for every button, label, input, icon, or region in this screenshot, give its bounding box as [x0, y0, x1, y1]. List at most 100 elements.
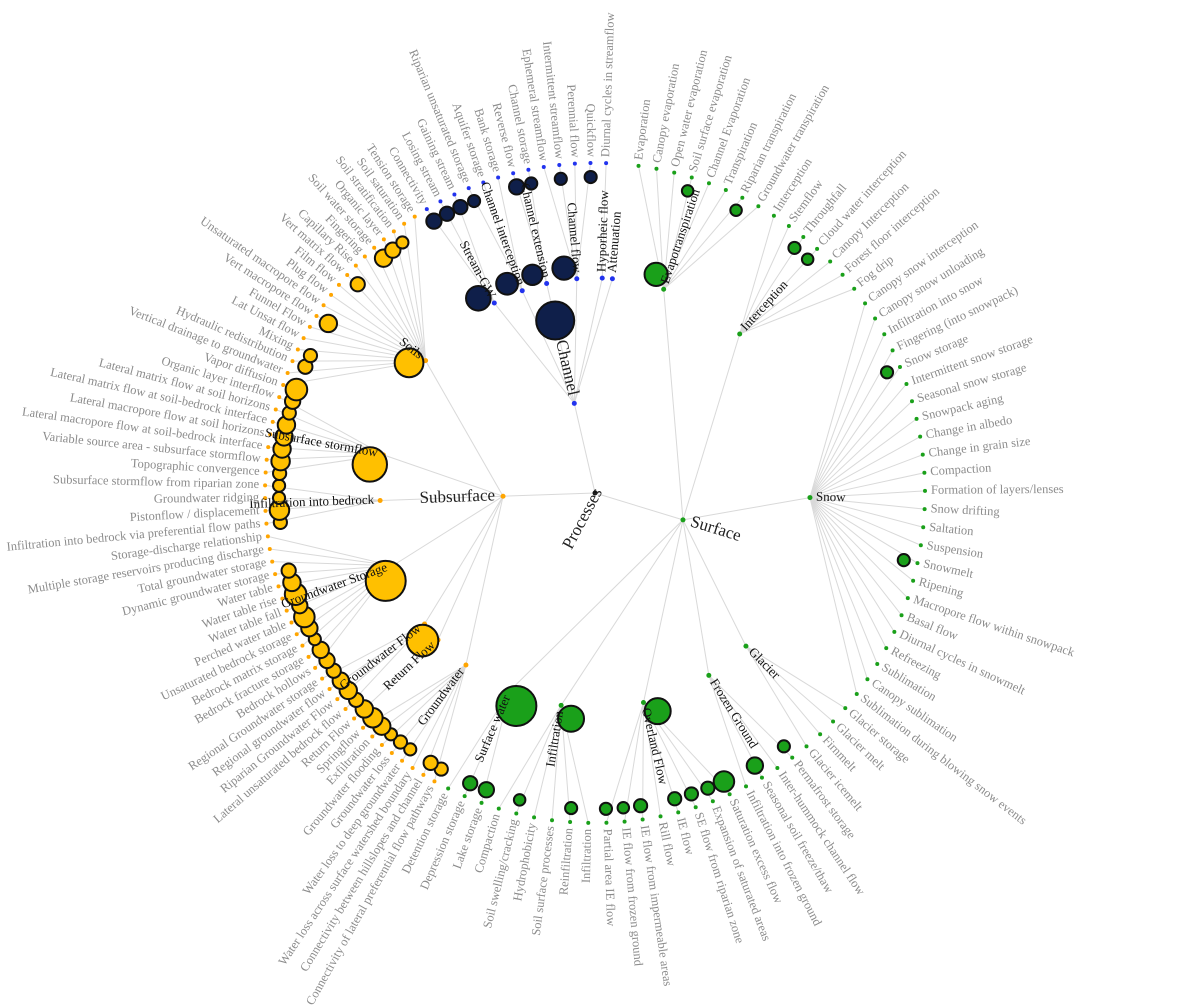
group-label-infiltration-into-bedrock: Infiltration into bedrock: [249, 492, 375, 511]
group-node-glacier: [743, 643, 749, 649]
leaf-node: [321, 303, 326, 308]
group-bubble-evapotranspiration: [643, 261, 669, 287]
leaf-node: [636, 163, 641, 168]
link: [465, 496, 504, 666]
leaf-label-saltation: Saltation: [929, 520, 975, 539]
leaf-bubble: [272, 478, 287, 493]
link: [809, 497, 902, 616]
link: [739, 261, 831, 335]
leaf-node: [266, 445, 271, 450]
leaf-node: [875, 661, 880, 666]
leaf-bubble: [879, 365, 895, 380]
leaf-node: [727, 792, 732, 797]
link: [521, 290, 575, 404]
link: [809, 497, 924, 528]
group-bubble-overland-flow: [643, 697, 672, 726]
leaf-bubble: [680, 184, 695, 198]
link: [573, 278, 603, 404]
group-label-hyporheic-flow: Hyporheic flow: [593, 189, 611, 272]
leaf-node: [336, 282, 341, 287]
leaf-node: [263, 508, 268, 513]
link: [809, 497, 878, 665]
leaf-node: [290, 359, 295, 364]
link: [412, 664, 467, 769]
link: [594, 492, 684, 521]
leaf-node: [897, 364, 902, 369]
leaf-label-partial-area-ie-flow: Partial area IE flow: [601, 829, 618, 927]
leaf-bubble: [302, 347, 319, 364]
leaf-label-subsurface-stormflow-from-riparian-zone: Subsurface stormflow from riparian zone: [53, 472, 260, 491]
link: [809, 490, 926, 499]
leaf-node: [654, 166, 659, 171]
link: [503, 492, 596, 497]
leaf-node: [818, 732, 823, 737]
leaf-node: [572, 161, 577, 166]
link: [739, 215, 775, 335]
leaf-node: [899, 613, 904, 618]
leaf-label-evaporation: Evaporation: [631, 98, 653, 161]
leaf-bubble: [700, 780, 716, 796]
leaf-node: [410, 766, 415, 771]
leaf-node: [479, 800, 484, 805]
leaf-node: [550, 818, 555, 823]
link: [425, 360, 504, 497]
leaf-node: [421, 772, 426, 777]
leaf-node: [263, 483, 268, 488]
leaf-node: [890, 348, 895, 353]
leaf-node: [568, 820, 573, 825]
leaf-bubble: [512, 793, 527, 807]
leaf-node: [557, 162, 562, 167]
link: [682, 497, 811, 521]
leaf-node: [402, 221, 407, 226]
leaf-node: [270, 419, 275, 424]
leaf-node: [329, 292, 334, 297]
leaf-node: [294, 632, 299, 637]
leaf-node: [370, 734, 375, 739]
group-bubble-subsurface-stormflow: [351, 446, 389, 483]
leaf-node: [831, 719, 836, 724]
leaf-label-formation-of-layers-lenses: Formation of layers/lenses: [931, 482, 1064, 497]
leaf-bubble: [598, 801, 614, 816]
leaf-node: [263, 470, 268, 475]
leaf-node: [264, 457, 269, 462]
link: [809, 303, 866, 498]
group-bubble-channel-interception: [495, 271, 519, 296]
leaf-node: [759, 775, 764, 780]
leaf-node: [432, 779, 437, 784]
leaf-node: [828, 259, 833, 264]
leaf-label-reinfiltration: Reinfiltration: [556, 827, 575, 896]
leaf-node: [412, 214, 417, 219]
leaf-node: [362, 254, 367, 259]
leaf-node: [921, 525, 926, 530]
leaf-node: [352, 716, 357, 721]
leaf-node: [863, 301, 868, 306]
leaf-node: [586, 820, 591, 825]
link: [663, 189, 727, 290]
leaf-label-diurnal-cycles-in-streamflow: Diurnal cycles in streamflow: [598, 12, 617, 157]
leaf-node: [313, 665, 318, 670]
link: [809, 383, 907, 498]
link: [809, 366, 901, 498]
leaf-node: [541, 164, 546, 169]
link: [809, 497, 925, 510]
leaf-node: [710, 799, 715, 804]
leaf-node: [438, 199, 443, 204]
leaf-node: [920, 452, 925, 457]
link: [809, 497, 914, 582]
leaf-label-perennial-flow: Perennial flow: [564, 84, 582, 158]
group-label-infiltration: Infiltration: [542, 709, 566, 767]
leaf-node: [852, 286, 857, 291]
leaf-node: [389, 751, 394, 756]
leaf-node: [446, 786, 451, 791]
group-label-snow: Snow: [816, 489, 847, 505]
link: [573, 278, 613, 404]
group-label-attenuation: Attenuation: [604, 210, 624, 273]
leaf-bubble: [616, 800, 631, 815]
group-bubble-infiltration: [557, 704, 586, 733]
leaf-bubble: [422, 754, 439, 772]
link: [745, 645, 846, 709]
leaf-node: [922, 507, 927, 512]
leaf-bubble: [403, 742, 418, 757]
leaf-node: [909, 399, 914, 404]
group-node-channel-flow: [574, 276, 580, 282]
